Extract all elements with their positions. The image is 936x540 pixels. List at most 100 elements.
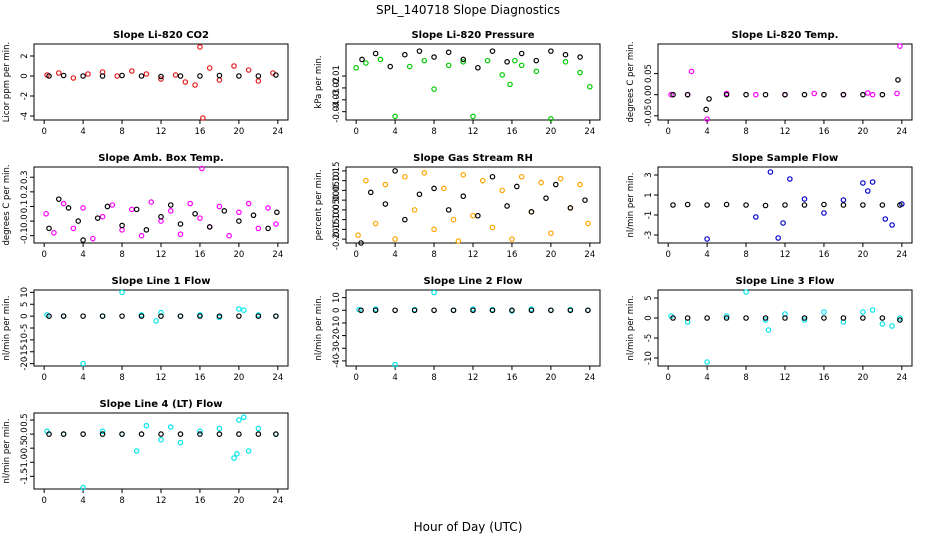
data-point — [197, 313, 203, 319]
data-point — [889, 323, 895, 329]
data-point — [567, 307, 574, 314]
figure-title: SPL_140718 Slope Diagnostics — [376, 3, 560, 17]
x-tick-label: 0 — [665, 127, 670, 137]
data-point — [158, 313, 164, 319]
x-tick-label: 20 — [545, 127, 556, 137]
x-tick-label: 8 — [119, 127, 124, 137]
chart-panel: Slope Line 4 (LT) Flow nl/min per min. 0 4 8… — [2, 399, 289, 506]
chart-panel: Slope Line 2 Flow nl/min per min. 0 4 8 12 16 2… — [314, 276, 601, 383]
y-tick-label: -15 — [20, 345, 30, 359]
data-point — [411, 307, 418, 314]
data-point — [723, 313, 730, 319]
x-tick-label: 20 — [545, 373, 556, 383]
x-tick-label: 20 — [545, 250, 556, 260]
data-point — [138, 431, 145, 437]
data-point — [206, 224, 213, 230]
y-tick-label: 2 — [20, 53, 30, 58]
y-tick-label: -4 — [20, 112, 30, 120]
data-point — [46, 73, 52, 79]
data-point — [533, 68, 540, 75]
chart-panel: Slope Gas Stream RH percent per min. 0 4 8 12… — [314, 153, 601, 260]
data-point — [821, 91, 827, 98]
x-tick-label: 0 — [353, 250, 358, 260]
y-tick-label: -0.02 — [332, 77, 342, 99]
x-tick-label: 12 — [780, 250, 791, 260]
x-tick-label: 24 — [272, 496, 283, 506]
data-point — [782, 202, 788, 208]
data-point — [897, 315, 903, 321]
data-point — [538, 179, 544, 186]
data-point — [860, 309, 866, 315]
data-point — [499, 187, 506, 194]
y-tick-label: 0.1 — [20, 200, 30, 214]
data-point — [133, 206, 140, 213]
data-point — [167, 424, 174, 430]
data-point — [723, 201, 730, 208]
x-tick-label: 0 — [353, 127, 358, 137]
data-point — [431, 86, 437, 92]
data-point — [811, 90, 818, 97]
data-point — [460, 171, 467, 178]
chart-title: Slope Sample Flow — [732, 153, 839, 164]
data-point — [518, 50, 525, 57]
y-tick-label: 10 — [20, 287, 30, 298]
data-point — [706, 96, 712, 102]
data-point — [236, 218, 242, 224]
data-point — [743, 91, 749, 98]
data-point — [821, 315, 827, 321]
data-point — [236, 306, 242, 312]
data-point — [723, 315, 730, 321]
data-point — [216, 425, 223, 432]
data-point — [60, 431, 67, 437]
data-point — [80, 431, 86, 437]
y-tick-label: -0.01 — [332, 65, 342, 87]
data-point — [762, 202, 769, 209]
data-point — [255, 425, 262, 432]
x-tick-label: 4 — [392, 373, 397, 383]
data-point — [514, 183, 520, 190]
data-point — [236, 209, 242, 216]
x-tick-label: 16 — [507, 127, 518, 137]
data-point — [70, 225, 77, 232]
data-point — [518, 62, 525, 69]
x-tick-label: 8 — [431, 127, 436, 137]
data-point — [114, 73, 120, 79]
data-point — [245, 67, 252, 73]
data-point — [897, 43, 903, 49]
plot-frame — [33, 43, 289, 121]
chart-panel: Slope Line 3 Flow nl/min per min. 0 4 8 12 16 2… — [626, 276, 913, 383]
y-tick-label: 0 — [20, 73, 30, 78]
x-tick-label: 12 — [156, 496, 167, 506]
data-point — [392, 168, 398, 174]
data-point — [245, 200, 252, 207]
data-point — [801, 202, 808, 208]
data-point — [382, 181, 389, 188]
x-tick-label: 4 — [80, 250, 85, 260]
data-point — [104, 203, 111, 210]
data-point — [273, 221, 279, 227]
data-point — [99, 431, 106, 437]
x-tick-label: 8 — [431, 250, 436, 260]
data-point — [864, 188, 871, 194]
data-point — [363, 177, 369, 184]
y-tick-label: -0.15 — [332, 218, 342, 240]
data-point — [431, 307, 437, 314]
data-point — [489, 307, 496, 314]
x-tick-label: 8 — [431, 373, 436, 383]
plot-frame — [33, 289, 289, 367]
data-point — [484, 57, 491, 64]
data-point — [479, 177, 486, 184]
data-point — [128, 68, 135, 74]
data-point — [274, 209, 280, 216]
y-tick-label: -0.10 — [332, 209, 342, 231]
data-point — [119, 72, 125, 79]
data-point — [158, 73, 164, 80]
data-point — [860, 315, 866, 321]
data-point — [860, 180, 866, 186]
data-point — [197, 431, 203, 437]
data-point — [489, 173, 496, 180]
data-point — [762, 317, 769, 323]
data-point — [177, 231, 184, 238]
data-point — [119, 222, 125, 229]
data-point — [470, 212, 476, 219]
